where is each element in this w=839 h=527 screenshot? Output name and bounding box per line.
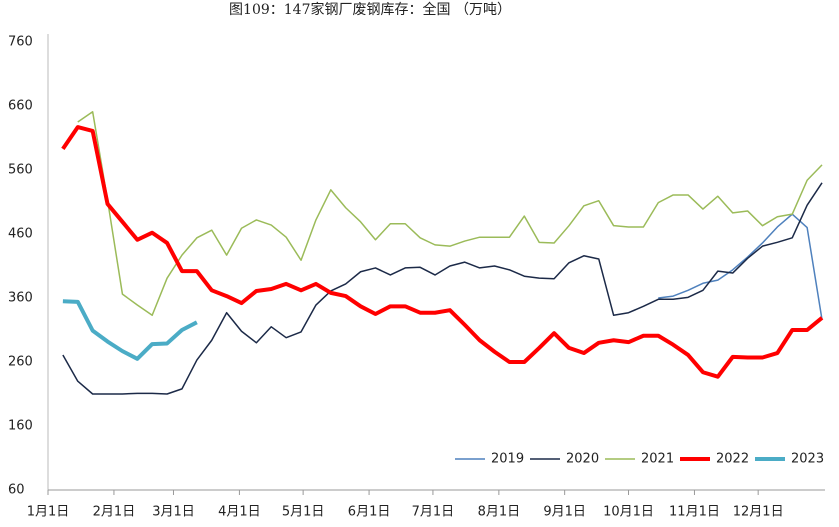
x-tick-label: 1月1日 [27,505,70,520]
x-tick-label: 2月1日 [93,505,136,520]
y-tick-label: 460 [8,227,33,242]
series-line [77,111,823,317]
legend-label: 2022 [716,452,749,467]
series-line [62,182,823,395]
x-tick-label: 8月1日 [478,505,521,520]
legend-label: 2021 [641,452,674,467]
y-tick-label: 160 [8,419,33,434]
x-tick-label: 12月1日 [733,505,784,520]
legend-label: 2023 [791,452,824,467]
y-tick-label: 660 [8,99,33,114]
x-tick-label: 7月1日 [412,505,455,520]
x-tick-label: 11月1日 [669,505,720,520]
series-line [658,213,823,320]
series-line [61,125,824,379]
y-tick-label: 60 [8,483,25,498]
chart-title: 图109：147家钢厂废钢库存：全国 （万吨） [229,1,511,18]
legend-label: 2020 [566,452,599,467]
x-tick-label: 10月1日 [603,505,654,520]
legend-label: 2019 [491,452,524,467]
y-tick-label: 760 [8,35,33,50]
x-tick-label: 5月1日 [282,505,325,520]
y-tick-label: 360 [8,291,33,306]
x-tick-label: 6月1日 [348,505,391,520]
y-tick-label: 260 [8,355,33,370]
x-tick-label: 3月1日 [152,505,195,520]
x-tick-label: 9月1日 [543,505,586,520]
x-tick-label: 4月1日 [218,505,261,520]
y-tick-label: 560 [8,163,33,178]
series-line [62,299,198,361]
